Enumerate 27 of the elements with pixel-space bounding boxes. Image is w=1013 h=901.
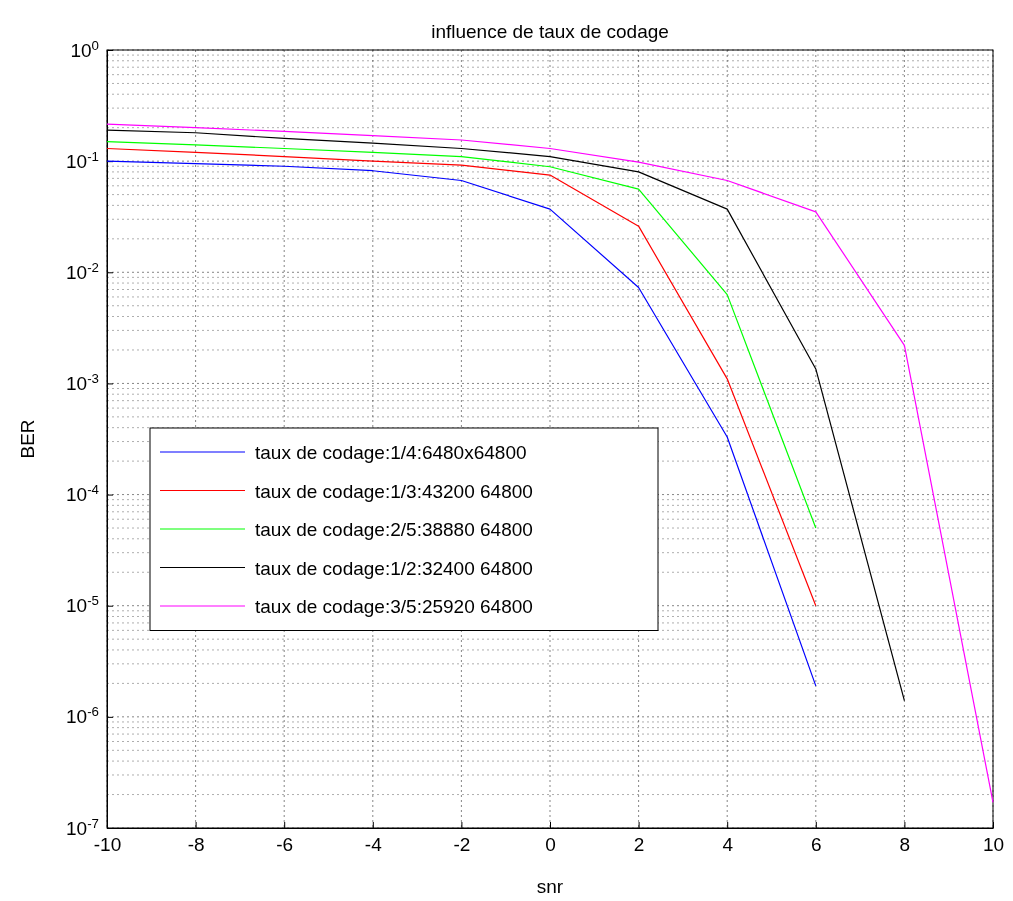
legend-label: taux de codage:1/4:6480x64800 — [255, 442, 527, 463]
x-tick-label: 2 — [633, 834, 645, 856]
x-tick-label: 4 — [722, 834, 734, 856]
y-tick-label: 10$^{0}$ — [70, 37, 99, 61]
x-axis-title: snr — [536, 876, 564, 897]
x-tick-label: 6 — [811, 834, 822, 856]
y-tick-label: 10$^{-3}$ — [66, 370, 99, 395]
y-tick-label: 10$^{-4}$ — [66, 481, 99, 506]
chart-title: influence de taux de codage — [431, 21, 669, 42]
legend-label: taux de codage:2/5:38880 64800 — [255, 519, 533, 540]
line-series — [106, 123, 994, 803]
x-tick-label: 10 — [982, 834, 1005, 856]
x-tick-label: -4 — [364, 834, 383, 856]
x-tick-label: -8 — [187, 834, 205, 856]
line-series — [106, 160, 817, 687]
legend-label: taux de codage:1/3:43200 64800 — [255, 480, 533, 502]
y-tick-label: 10$^{-2}$ — [66, 259, 99, 283]
legend-label: taux de codage:1/2:32400 64800 — [255, 557, 533, 579]
legend-label: taux de codage:3/5:25920 64800 — [255, 596, 533, 617]
y-tick-label: 10$^{-5}$ — [66, 592, 99, 617]
y-axis-title: BER — [17, 419, 38, 459]
y-tick-label: 10$^{-1}$ — [66, 148, 99, 172]
x-tick-label: 8 — [899, 834, 911, 856]
x-tick-label: 0 — [545, 834, 556, 856]
x-tick-label: -6 — [276, 834, 294, 856]
x-tick-label: -2 — [453, 834, 471, 856]
y-tick-label: 10$^{-6}$ — [66, 703, 99, 728]
